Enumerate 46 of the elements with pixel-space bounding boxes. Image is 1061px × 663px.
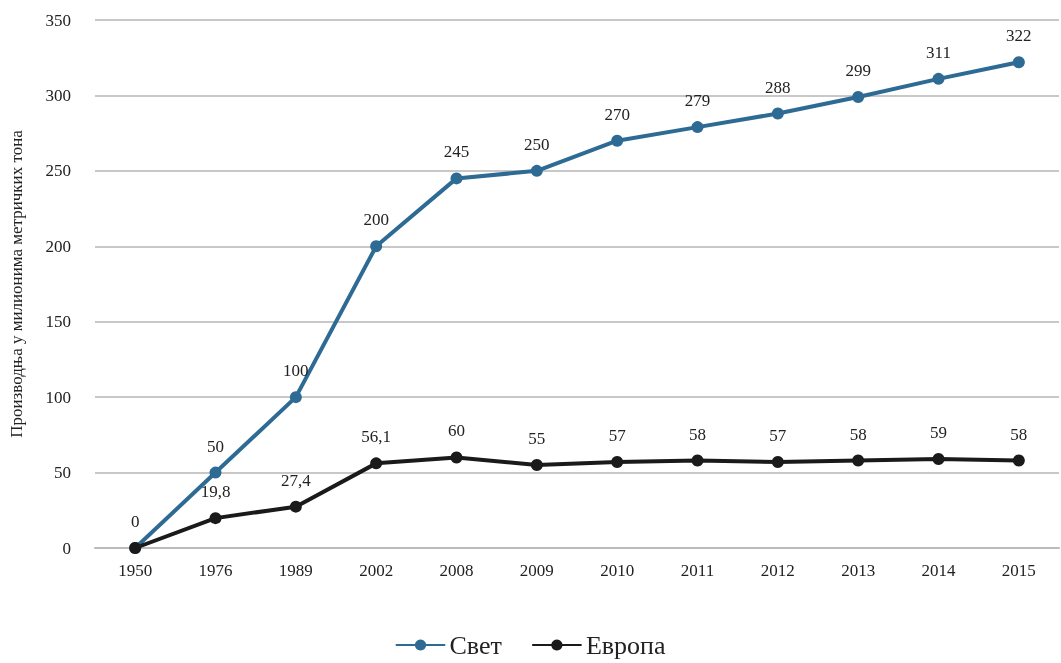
data-label: 57 <box>769 426 787 446</box>
x-tick-label: 2010 <box>600 561 635 580</box>
y-tick-label: 100 <box>45 387 71 407</box>
y-tick-label: 0 <box>62 538 71 558</box>
data-label: 27,4 <box>280 470 312 490</box>
x-tick-label: 2002 <box>359 561 394 580</box>
data-label: 279 <box>684 91 711 111</box>
data-label: 311 <box>926 42 951 62</box>
x-tick-label: 2014 <box>921 561 956 580</box>
data-label: 245 <box>443 142 470 162</box>
x-tick-label: 1976 <box>198 561 233 580</box>
data-label: 55 <box>528 429 546 449</box>
y-tick-label: 200 <box>45 236 71 256</box>
data-label: 299 <box>845 60 871 80</box>
data-label: 58 <box>1010 424 1028 444</box>
y-tick-label: 150 <box>45 312 71 332</box>
y-tick-label: 300 <box>45 85 71 105</box>
data-label: 322 <box>1006 26 1032 46</box>
data-label: 288 <box>765 77 791 97</box>
data-label: 58 <box>689 424 706 444</box>
data-label: 58 <box>849 424 867 444</box>
data-label: 19,8 <box>200 482 231 502</box>
legend-label: Европа <box>585 630 666 660</box>
data-label: 60 <box>448 421 465 441</box>
data-label: 0 <box>130 512 140 531</box>
x-tick-label: 1989 <box>278 561 313 580</box>
x-tick-label: 2013 <box>841 561 876 580</box>
x-tick-label: 1950 <box>118 561 153 580</box>
data-label: 57 <box>608 426 627 446</box>
x-tick-label: 2008 <box>439 561 474 580</box>
legend-label: Свет <box>449 630 502 660</box>
y-tick-label: 250 <box>45 161 71 181</box>
y-axis-title: Производња у милионима метричких тона <box>7 129 26 438</box>
x-tick-label: 2015 <box>1001 561 1036 580</box>
data-label: 270 <box>604 104 630 124</box>
x-tick-label: 2011 <box>680 561 715 580</box>
data-label: 250 <box>524 134 550 154</box>
y-tick-label: 350 <box>45 10 71 30</box>
data-label: 200 <box>363 210 389 230</box>
data-label: 59 <box>930 422 947 442</box>
data-label: 100 <box>283 361 309 381</box>
data-label: 56,1 <box>361 427 392 447</box>
data-label: 50 <box>207 436 224 456</box>
x-tick-label: 2009 <box>519 561 554 580</box>
x-tick-label: 2012 <box>760 561 795 580</box>
y-tick-label: 50 <box>54 463 71 483</box>
